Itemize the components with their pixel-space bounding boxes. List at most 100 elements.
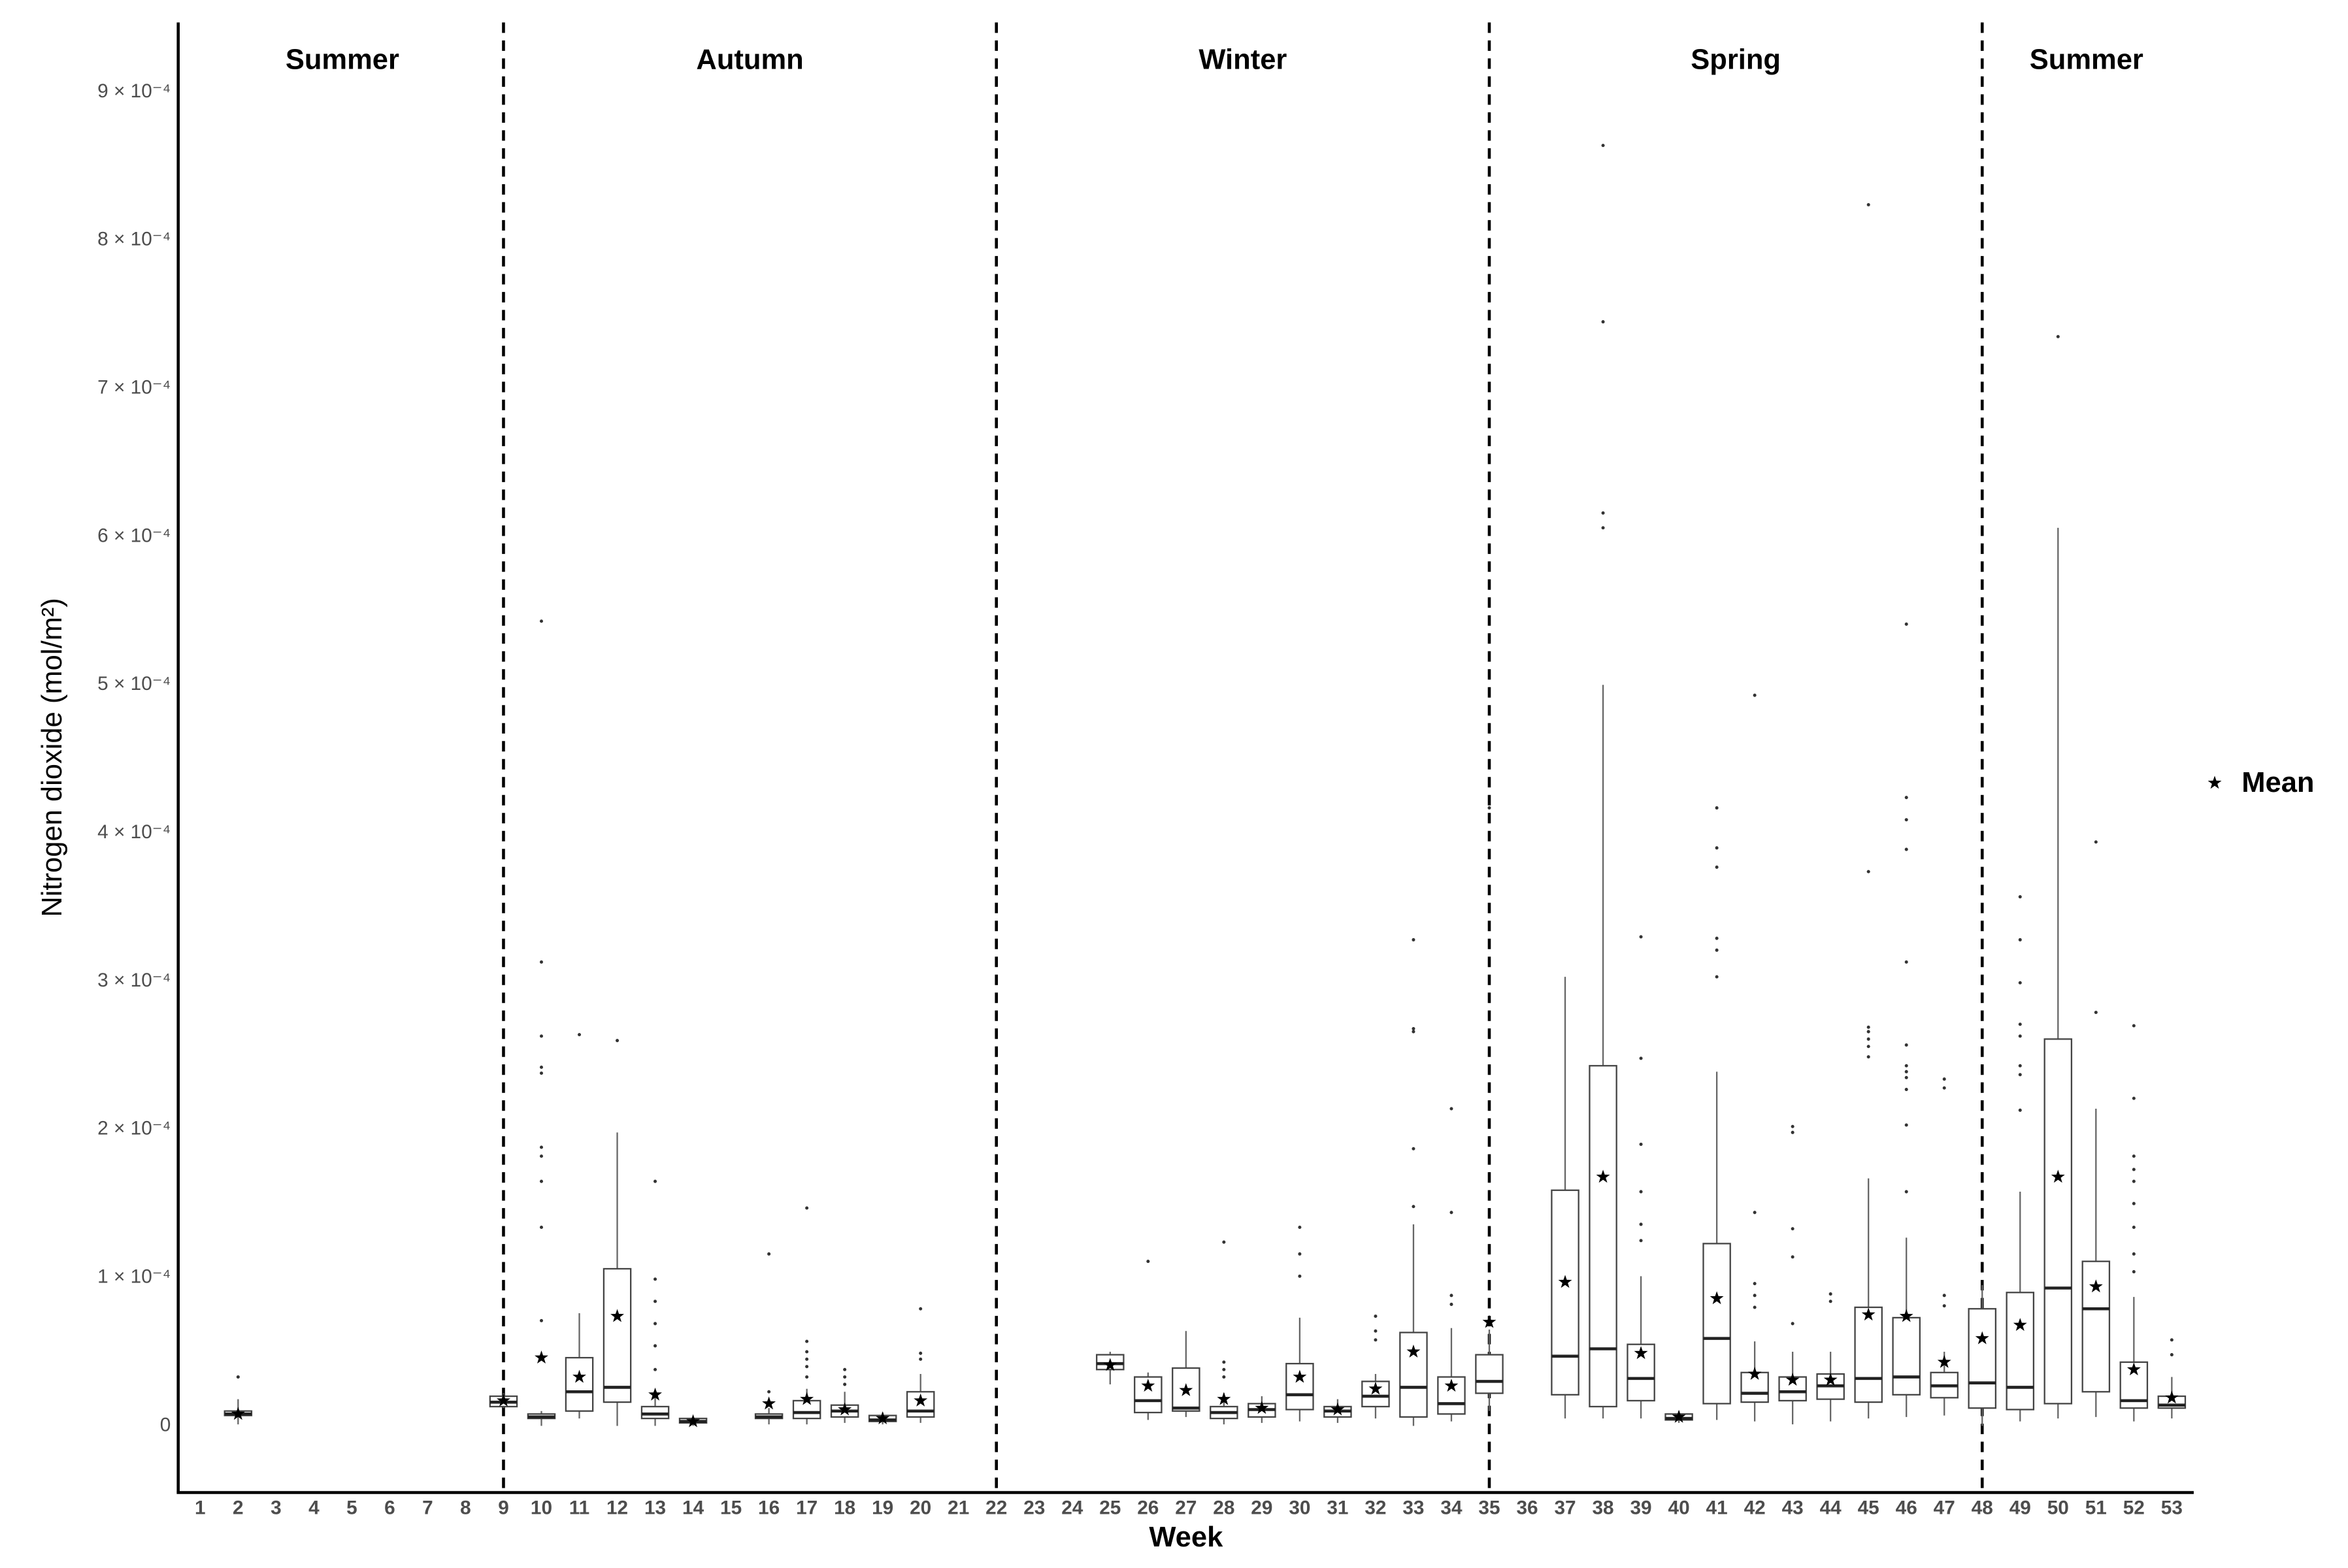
x-tick-label: 12 bbox=[606, 1497, 628, 1519]
mean-marker bbox=[914, 1393, 928, 1407]
outlier bbox=[1904, 1190, 1908, 1194]
mean-marker bbox=[1596, 1169, 1610, 1183]
x-tick-label: 24 bbox=[1061, 1497, 1083, 1519]
outlier bbox=[1904, 960, 1908, 964]
outlier bbox=[1639, 1142, 1643, 1146]
y-tick-label: 7 × 10⁻⁴ bbox=[97, 376, 171, 398]
outlier bbox=[1904, 1064, 1908, 1068]
mean-marker bbox=[648, 1387, 663, 1401]
outlier bbox=[1412, 1147, 1415, 1151]
x-tick-label: 21 bbox=[948, 1497, 969, 1519]
x-tick-label: 2 bbox=[233, 1497, 244, 1519]
outlier bbox=[539, 1145, 544, 1149]
outlier bbox=[2170, 1338, 2174, 1342]
outlier bbox=[2132, 1225, 2136, 1230]
x-tick-label: 41 bbox=[1706, 1497, 1728, 1519]
outlier bbox=[653, 1277, 657, 1281]
box bbox=[2006, 1292, 2035, 1411]
x-tick-label: 32 bbox=[1364, 1497, 1386, 1519]
mean-marker bbox=[2013, 1318, 2027, 1331]
outlier bbox=[1449, 1107, 1453, 1111]
outlier bbox=[539, 1179, 544, 1183]
outlier bbox=[2132, 1252, 2136, 1256]
outlier bbox=[653, 1367, 657, 1371]
outlier bbox=[2132, 1179, 2136, 1183]
box bbox=[1589, 1065, 1617, 1408]
outlier bbox=[2018, 981, 2022, 985]
outlier bbox=[1828, 1299, 1832, 1303]
outlier bbox=[1904, 1070, 1908, 1073]
outlier bbox=[1866, 870, 1870, 874]
outlier bbox=[1791, 1124, 1794, 1128]
legend-label: Mean bbox=[2241, 767, 2314, 798]
outlier bbox=[1866, 1037, 1870, 1041]
x-tick-label: 22 bbox=[985, 1497, 1007, 1519]
outlier bbox=[805, 1357, 809, 1361]
x-tick-label: 48 bbox=[1972, 1497, 1993, 1519]
x-tick-label: 5 bbox=[346, 1497, 357, 1519]
mean-marker bbox=[762, 1396, 776, 1410]
outlier bbox=[1639, 1056, 1643, 1060]
mean-marker bbox=[1710, 1291, 1724, 1305]
box bbox=[565, 1356, 594, 1412]
outlier bbox=[843, 1375, 847, 1379]
outlier bbox=[2170, 1353, 2174, 1357]
x-tick-label: 46 bbox=[1896, 1497, 1917, 1519]
outlier bbox=[1942, 1304, 1946, 1308]
outlier bbox=[843, 1367, 847, 1371]
outlier bbox=[2094, 1011, 2098, 1015]
outlier bbox=[1222, 1367, 1226, 1371]
outlier bbox=[653, 1322, 657, 1326]
box bbox=[1361, 1380, 1390, 1408]
x-tick-label: 25 bbox=[1099, 1497, 1121, 1519]
mean-marker bbox=[2051, 1169, 2065, 1183]
outlier bbox=[1449, 1302, 1453, 1306]
outlier bbox=[1791, 1255, 1794, 1259]
x-tick-label: 27 bbox=[1175, 1497, 1197, 1519]
outlier bbox=[2132, 1168, 2136, 1171]
outlier bbox=[1715, 936, 1719, 940]
mean-marker bbox=[1103, 1358, 1117, 1371]
outlier bbox=[767, 1390, 771, 1394]
x-tick-label: 7 bbox=[422, 1497, 433, 1519]
x-tick-label: 1 bbox=[195, 1497, 206, 1519]
outlier bbox=[653, 1299, 657, 1303]
y-tick-label: 1 × 10⁻⁴ bbox=[97, 1266, 171, 1287]
outlier bbox=[1715, 948, 1719, 952]
x-tick-label: 47 bbox=[1934, 1497, 1955, 1519]
outlier bbox=[1753, 1305, 1757, 1309]
mean-marker bbox=[1368, 1381, 1383, 1395]
outlier bbox=[1904, 1075, 1908, 1079]
legend-marker bbox=[2207, 776, 2222, 789]
mean-marker bbox=[231, 1407, 245, 1420]
outlier bbox=[653, 1179, 657, 1183]
x-tick-label: 51 bbox=[2085, 1497, 2107, 1519]
outlier bbox=[539, 1318, 544, 1322]
y-tick-label: 5 × 10⁻⁴ bbox=[97, 673, 171, 694]
outlier bbox=[1866, 1025, 1870, 1029]
outlier bbox=[1298, 1274, 1302, 1278]
mean-marker bbox=[876, 1411, 890, 1425]
mean-marker bbox=[1558, 1275, 1572, 1288]
outlier bbox=[1601, 511, 1605, 515]
y-tick-label: 4 × 10⁻⁴ bbox=[97, 821, 171, 843]
box bbox=[1892, 1316, 1921, 1396]
outlier bbox=[1449, 1211, 1453, 1215]
x-tick-label: 40 bbox=[1668, 1497, 1690, 1519]
outlier bbox=[539, 1225, 544, 1230]
outlier bbox=[805, 1365, 809, 1369]
outlier bbox=[653, 1344, 657, 1348]
outlier bbox=[2018, 1108, 2022, 1112]
x-tick-label: 42 bbox=[1744, 1497, 1766, 1519]
outlier bbox=[1412, 938, 1415, 941]
x-tick-label: 13 bbox=[644, 1497, 666, 1519]
box bbox=[1702, 1243, 1731, 1405]
outlier bbox=[1374, 1329, 1378, 1333]
outlier bbox=[1753, 693, 1757, 697]
outlier bbox=[1828, 1292, 1832, 1296]
outlier bbox=[539, 1034, 544, 1038]
x-axis-title: Week bbox=[1149, 1522, 1223, 1553]
x-tick-label: 43 bbox=[1782, 1497, 1804, 1519]
outlier bbox=[1374, 1338, 1378, 1342]
